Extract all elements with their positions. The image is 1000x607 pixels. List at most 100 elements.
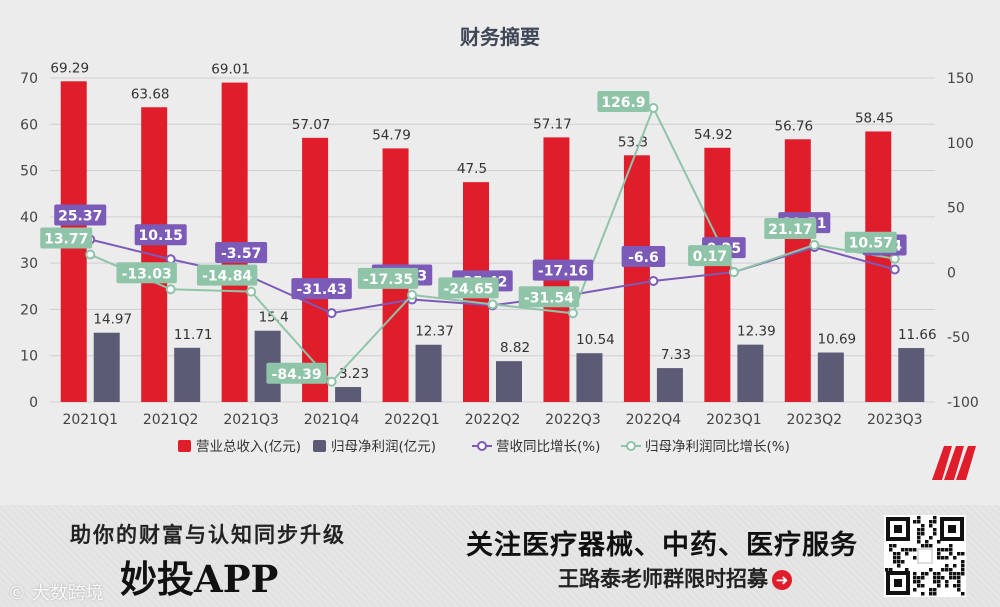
bar-value-label: 7.33 [661,347,691,363]
line-label-text: 0.17 [693,249,728,265]
legend-swatch [313,440,326,452]
bar-value-label: 8.82 [500,340,530,356]
line-data-label: 10.15 [134,224,187,246]
bar-value-label: 57.17 [533,116,572,132]
bar-value-label: 57.07 [292,117,331,133]
x-tick-label: 2023Q1 [706,412,762,428]
series-point [85,249,96,260]
line-label-box [764,217,817,239]
y-tick-label: 0 [29,395,38,411]
line-data-label: -31.43 [291,278,352,300]
bar-value-label: 10.54 [576,332,615,348]
bar-value-label: 54.92 [694,127,733,143]
legend-swatch-dot [477,441,487,451]
line-label-box [438,277,499,299]
y2-tick-label: 50 [947,201,965,217]
x-tick-label: 2022Q2 [465,412,521,428]
line-label-text: 21.17 [768,222,812,238]
line-data-label: -84.39 [266,362,327,384]
x-tick-label: 2021Q3 [223,412,279,428]
series-point [407,289,418,300]
line-label-text: -17.35 [363,272,413,288]
series-point [648,102,659,113]
bar-value-label: 10.69 [817,332,856,348]
chart-area: 69.29 63.68 69.01 57.07 54.79 47.5 57.17 53.3 54… [20,25,979,480]
chart-svg: 69.29 63.68 69.01 57.07 54.79 47.5 57.17 53.3 54… [20,25,979,455]
line-label-text: -31.54 [524,290,574,306]
series-point [326,376,337,387]
bar-value-label: 14.97 [93,312,132,328]
line-data-label: -17.16 [532,259,594,281]
line-data-label: -24.65 [438,277,499,299]
legend-swatch-dot [626,441,636,451]
series-point [165,284,176,295]
y-tick-label: 40 [20,210,38,226]
line-label-box [116,262,177,284]
line-data-label: -17.35 [357,267,419,289]
line-label-box [532,259,594,281]
x-tick-label: 2023Q2 [787,412,843,428]
series-point [889,253,900,264]
y2-tick-label: -50 [947,330,970,346]
brand-logo-icon [932,446,976,480]
x-tick-label: 2021Q1 [62,412,118,428]
line-data-label: 126.9 [597,90,650,112]
series-point [326,308,337,319]
bar [174,347,201,402]
line-data-label: -13.03 [116,262,177,284]
line-label-text: -84.39 [272,367,322,383]
bar [623,155,650,402]
line-label-text: -6.6 [628,250,659,266]
chart-title: 财务摘要 [460,25,540,49]
y2-tick-label: 150 [947,71,974,87]
qr-code-icon[interactable] [884,515,966,597]
banner-subline-text: 王路泰老师群限时招募 [558,567,768,591]
series-point [728,267,739,278]
line-label-box [40,227,93,249]
line-data-label: 10.57 [844,231,897,253]
y-tick-label: 30 [20,256,38,272]
line-data-label: -3.57 [215,242,268,264]
line-label-text: -17.16 [538,264,588,280]
banner-app-name: 妙投APP [120,557,279,601]
bar-value-label: 47.5 [457,161,487,177]
line-data-label: 0.17 [688,245,732,267]
line-data-label: 13.77 [40,227,93,249]
banner-headline: 关注医疗器械、中药、医疗服务 [466,530,858,561]
bar [302,137,329,403]
line-label-text: -13.03 [122,266,172,282]
legend-label: 归母净利润(亿元) [331,438,436,455]
promo-banner[interactable]: 助你的财富与认知同步升级 妙投APP © 大数跨境 关注医疗器械、中药、医疗服务… [0,505,1000,607]
line-label-text: 10.15 [139,228,183,244]
series-point [487,299,498,310]
y-tick-label: 20 [20,302,38,318]
bar-value-label: 11.66 [898,327,937,343]
bar-value-label: 54.79 [372,127,411,143]
bar-value-label: 3.23 [339,366,369,382]
line-label-text: 13.77 [44,232,88,248]
line-label-box [357,267,419,289]
bar [335,387,362,402]
banner-subline[interactable]: 王路泰老师群限时招募 ➜ [558,563,792,593]
legend-swatch [178,440,191,452]
line-label-box [215,242,268,264]
legend-label: 营收同比增长(%) [496,439,600,455]
bar-value-label: 53.3 [618,134,648,150]
bar-value-label: 69.01 [211,62,250,78]
bar [496,361,522,402]
line-label-text: -24.65 [443,281,493,297]
bar-value-label: 11.71 [174,327,213,343]
line-data-label: -6.6 [621,245,666,267]
bar-value-label: 56.76 [774,118,813,134]
line-label-box [266,362,327,384]
x-tick-label: 2021Q2 [143,412,199,428]
arrow-right-circle-icon[interactable]: ➜ [772,570,792,590]
line-label-text: 25.37 [58,209,102,225]
line-layer: 25.3710.15-3.57-31.43-20.93-25.42-17.16-… [40,90,907,387]
bar [784,139,811,402]
line-label-box [196,264,258,286]
bar [93,332,120,402]
line-label-box [518,286,580,308]
bar-value-label: 12.39 [737,324,776,340]
bar [576,353,603,402]
